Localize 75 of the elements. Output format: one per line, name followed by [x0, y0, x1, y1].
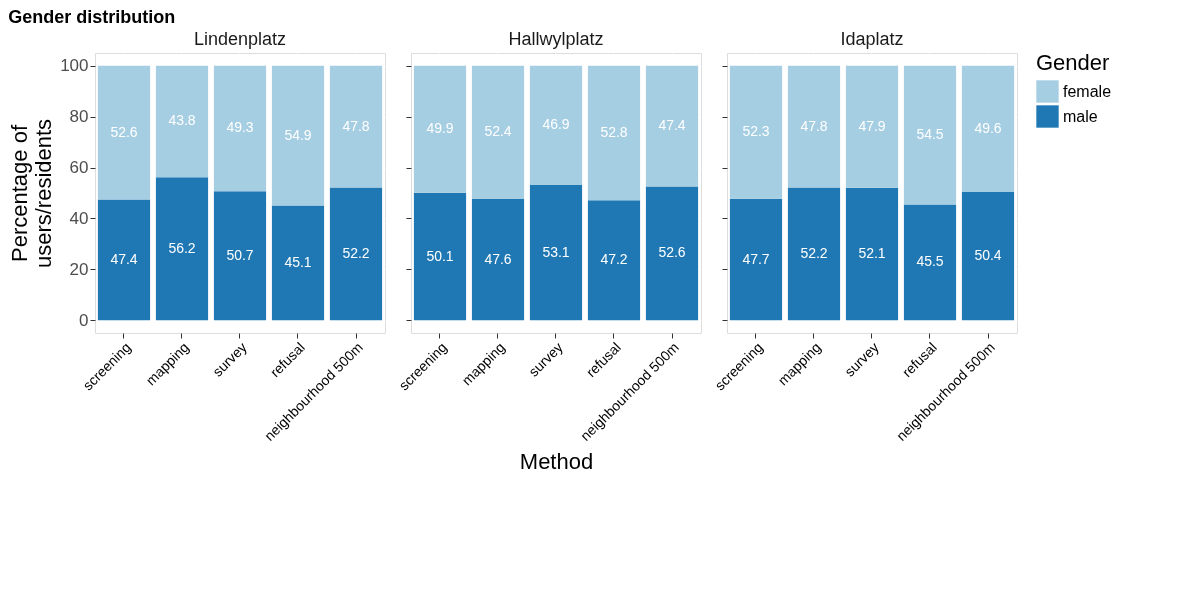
- y-tick-label: 60: [69, 158, 89, 178]
- y-axis-title: Percentage of users/residents: [7, 118, 57, 269]
- legend-label: female: [1063, 82, 1112, 100]
- data-label: 49.9: [426, 120, 454, 137]
- data-label: 52.6: [110, 123, 138, 140]
- bar: [271, 65, 325, 206]
- bar: [529, 65, 583, 186]
- bar: [587, 65, 641, 201]
- data-label: 50.7: [226, 246, 254, 263]
- bar: [213, 65, 267, 192]
- data-label: 47.6: [484, 250, 512, 267]
- data-label: 49.3: [226, 119, 254, 136]
- bar: [413, 192, 467, 321]
- y-tick-label: 0: [79, 310, 89, 330]
- data-label: 47.4: [658, 117, 686, 134]
- data-label: 49.6: [974, 119, 1002, 136]
- data-label: 47.2: [600, 251, 628, 268]
- chart-subtitle: Lindenplatz: [193, 29, 287, 49]
- y-tick-label: 40: [69, 208, 89, 228]
- bar: [471, 199, 525, 321]
- data-label: 52.3: [742, 123, 770, 140]
- data-label: 52.4: [484, 123, 512, 140]
- bar: [845, 65, 899, 188]
- bar: [155, 65, 209, 178]
- bar: [587, 200, 641, 321]
- data-label: 52.2: [800, 244, 828, 261]
- bar: [97, 65, 151, 200]
- data-label: 45.5: [916, 253, 944, 270]
- chart-subtitle: Idaplatz: [840, 29, 904, 49]
- chart-title: Gender distribution: [8, 6, 176, 27]
- bar: [729, 65, 783, 199]
- bar: [645, 65, 699, 187]
- bar: [961, 65, 1015, 192]
- y-tick-label: 100: [60, 56, 89, 76]
- bar: [729, 198, 783, 321]
- y-tick-label: 20: [69, 259, 89, 279]
- data-label: 45.1: [284, 253, 312, 270]
- data-label: 50.4: [974, 247, 1002, 264]
- data-label: 47.8: [800, 117, 828, 134]
- data-label: 46.9: [542, 116, 570, 133]
- data-label: 52.1: [858, 244, 886, 261]
- bar: [471, 65, 525, 200]
- bar: [787, 65, 841, 188]
- y-tick-label: 80: [69, 107, 89, 127]
- bar: [413, 65, 467, 193]
- data-label: 47.4: [110, 250, 138, 267]
- bar: [787, 187, 841, 321]
- bar: [329, 187, 383, 321]
- bar: [213, 191, 267, 321]
- data-label: 47.7: [742, 250, 770, 267]
- data-label: 56.2: [168, 239, 196, 256]
- bar: [845, 187, 899, 321]
- data-label: 47.8: [342, 117, 370, 134]
- data-label: 52.8: [600, 123, 628, 140]
- bar: [529, 185, 583, 321]
- legend-title: Gender: [1036, 50, 1110, 75]
- chart-subtitle: Hallwylplatz: [508, 29, 604, 49]
- x-axis-title: Method: [519, 448, 594, 474]
- bar: [903, 65, 957, 205]
- bar: [271, 205, 325, 321]
- bar: [645, 186, 699, 321]
- legend-label: male: [1063, 107, 1098, 125]
- bar: [155, 177, 209, 321]
- bar: [961, 191, 1015, 321]
- data-label: 54.9: [284, 126, 312, 143]
- data-label: 50.1: [426, 247, 454, 264]
- data-label: 43.8: [168, 112, 196, 129]
- bar: [903, 204, 957, 321]
- data-label: 52.2: [342, 244, 370, 261]
- data-label: 53.1: [542, 243, 570, 260]
- data-label: 52.6: [658, 244, 686, 261]
- bar: [97, 199, 151, 321]
- data-label: 47.9: [858, 117, 886, 134]
- bar: [329, 65, 383, 188]
- data-label: 54.5: [916, 126, 944, 143]
